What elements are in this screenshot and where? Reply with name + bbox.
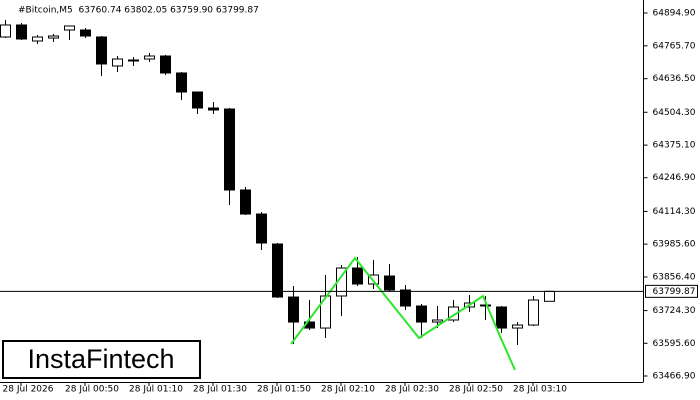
candle-body — [256, 213, 267, 244]
candle-body — [448, 306, 459, 321]
x-tick-label: 28 Jul 02:30 — [385, 385, 439, 395]
x-tick-label: 28 Jul 01:50 — [257, 385, 311, 395]
y-tick-label: 64504.30 — [653, 108, 696, 118]
candle-body — [48, 35, 59, 39]
candle-body — [0, 24, 11, 38]
candle-body — [528, 299, 539, 326]
x-tick-label: 28 Jul 03:10 — [513, 385, 567, 395]
y-tick-label: 64636.50 — [653, 74, 696, 84]
candle-body — [416, 305, 427, 323]
plot: 64894.90 64765.70 64636.50 64504.30 64375.10… — [0, 8, 696, 395]
logo: InstaFintech — [27, 344, 174, 374]
y-tick-label: 64114.30 — [653, 207, 696, 217]
candle-body — [112, 58, 123, 67]
y-tick-label: 63466.90 — [653, 372, 696, 382]
logo-box — [2, 340, 201, 379]
x-tick-label: 28 Jul 01:10 — [129, 385, 183, 395]
y-tick-label: 64375.10 — [653, 141, 696, 151]
candle-body — [192, 91, 203, 109]
candle-body — [160, 55, 171, 74]
candle-body — [176, 72, 187, 93]
candle-body — [432, 319, 443, 323]
y-tick-label: 63595.60 — [653, 339, 696, 349]
price-label-box — [645, 284, 698, 298]
y-tick-label: 64894.90 — [653, 8, 696, 18]
x-tick-label: 28 Jul 00:50 — [65, 385, 119, 395]
pattern-line — [290, 256, 516, 371]
candle-body — [384, 275, 395, 291]
y-tick-label: 64246.90 — [653, 173, 696, 183]
candle-body — [544, 290, 555, 302]
y-tick-label: 64765.70 — [653, 41, 696, 51]
y-tick-label: 63724.30 — [653, 306, 696, 316]
candle-body — [288, 296, 299, 323]
candle-body — [272, 243, 283, 298]
candle-body — [64, 25, 75, 31]
candle-body — [368, 274, 379, 285]
candle-body — [352, 267, 363, 285]
candle-body — [240, 189, 251, 215]
candle-body — [208, 107, 219, 111]
chart-title: #Bitcoin,M5 63760.74 63802.05 63759.90 6… — [18, 6, 259, 16]
x-tick-label: 28 Jul 02:50 — [449, 385, 503, 395]
candle-body — [400, 289, 411, 307]
candle-body — [224, 108, 235, 191]
candle-body — [512, 324, 523, 329]
y-tick-label: 63985.60 — [653, 240, 696, 250]
candle-body — [480, 304, 491, 307]
x-tick-label: 28 Jul 02:10 — [321, 385, 375, 395]
candle-body — [144, 55, 155, 60]
candle-body — [128, 59, 139, 62]
candle-body — [16, 24, 27, 40]
x-tick-label: 28 Jul 2026 — [3, 385, 54, 395]
price-label: 63799.87 — [653, 287, 696, 297]
candle-body — [80, 29, 91, 37]
x-tick-label: 28 Jul 01:30 — [193, 385, 247, 395]
candle-body — [96, 36, 107, 65]
candle-body — [32, 36, 43, 42]
candle-body — [496, 306, 507, 329]
y-tick-label: 63856.40 — [653, 272, 696, 282]
